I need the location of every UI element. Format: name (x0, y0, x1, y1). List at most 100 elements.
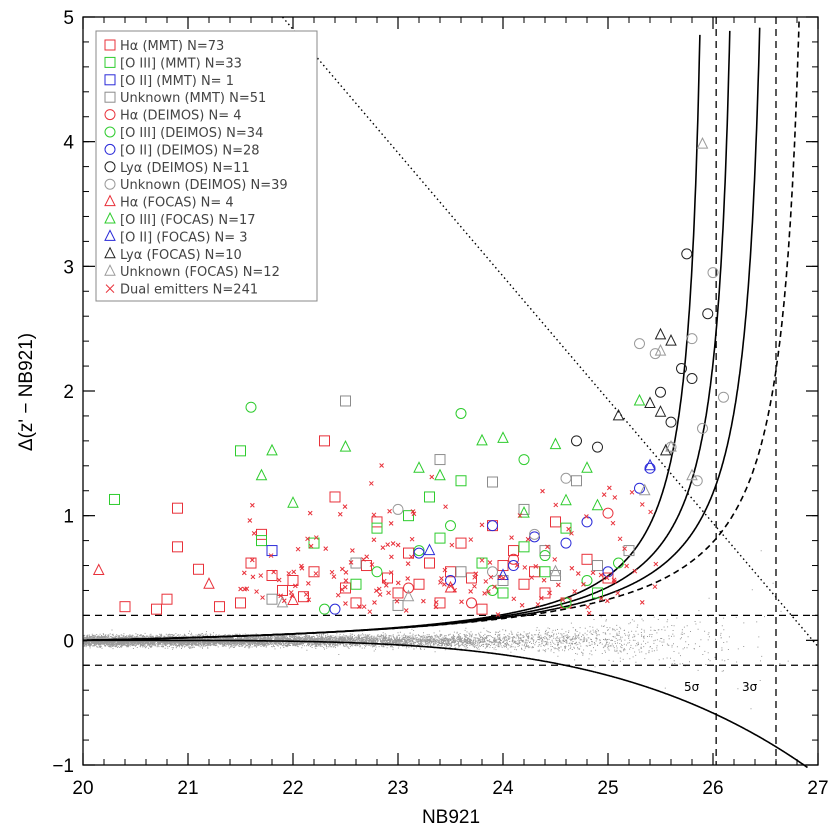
dual-emitter-152 (569, 565, 575, 571)
point-s13-6 (665, 439, 677, 452)
dual-emitter-79 (622, 546, 627, 552)
point-s0-9 (256, 528, 267, 540)
diagonal-dotted-line (281, 16, 819, 648)
legend-label-3: Unknown (MMT) N=51 (120, 91, 266, 106)
point-s10-10 (560, 493, 572, 506)
dual-emitter-6 (339, 587, 345, 592)
point-s3-8 (518, 503, 530, 515)
point-s5-7 (518, 454, 530, 466)
point-s11-1 (497, 568, 509, 581)
dual-emitter-72 (533, 563, 539, 569)
point-s5-0 (245, 401, 257, 413)
dual-emitter-32 (385, 542, 391, 547)
dual-emitter-39 (258, 573, 264, 578)
dual-emitter-111 (367, 609, 373, 615)
dual-emitter-156 (433, 604, 439, 610)
x-tick-label: 23 (387, 778, 408, 799)
point-s0-14 (308, 566, 320, 578)
point-s8-3 (560, 472, 572, 484)
dual-emitter-8 (368, 481, 374, 486)
dual-emitter-139 (242, 586, 248, 592)
dual-emitter-127 (395, 580, 401, 586)
dual-emitter-129 (624, 563, 629, 569)
dual-emitter-91 (547, 590, 552, 596)
legend-label-9: Hα (FOCAS) N= 4 (120, 196, 234, 211)
point-s0-30 (476, 603, 488, 615)
dual-emitter-109 (553, 502, 559, 508)
dual-emitter-130 (343, 578, 349, 583)
dual-emitter-83 (472, 574, 478, 580)
point-s6-4 (508, 560, 519, 572)
dual-emitter-56 (611, 577, 617, 583)
point-s12-3 (659, 443, 672, 456)
point-s13-1 (402, 589, 415, 602)
point-s3-0 (340, 395, 351, 407)
point-s7-5 (681, 248, 693, 260)
point-s5-5 (455, 407, 467, 419)
dual-emitter-75 (604, 598, 610, 604)
point-s6-10 (644, 462, 656, 474)
legend-marker-8 (104, 178, 116, 190)
reference-lines (83, 17, 818, 765)
x-tick-label: 20 (72, 778, 93, 799)
point-s1-7 (424, 491, 435, 503)
dual-emitter-99 (250, 574, 256, 580)
point-s9-1 (203, 577, 215, 589)
dual-emitter-131 (329, 569, 335, 575)
point-s10-1 (266, 443, 278, 456)
point-s4-3 (602, 507, 614, 519)
dual-emitter-48 (313, 535, 319, 540)
point-s1-2 (256, 535, 267, 547)
point-s10-2 (287, 496, 299, 508)
dual-emitter-120 (369, 562, 375, 567)
dual-emitter-70 (249, 557, 255, 563)
point-s3-9 (539, 545, 551, 557)
dual-emitter-81 (473, 571, 479, 577)
dual-emitter-88 (380, 545, 386, 550)
dual-emitter-37 (572, 589, 578, 594)
legend: Hα (MMT) N=73 [O III] (MMT) N=33 [O II] (M… (95, 30, 318, 302)
dual-emitter-158 (586, 610, 592, 616)
point-s0-34 (518, 578, 530, 590)
x-tick-label: 22 (282, 778, 303, 799)
dual-emitter-125 (289, 593, 295, 599)
point-s1-1 (235, 445, 246, 457)
dual-emitter-133 (335, 592, 341, 598)
point-s8-1 (487, 566, 498, 578)
legend-marker-7 (104, 161, 116, 173)
dual-emitter-104 (379, 463, 384, 468)
point-s1-10 (476, 557, 488, 569)
dual-emitter-77 (276, 577, 282, 583)
point-s0-7 (235, 597, 246, 609)
point-s0-20 (371, 516, 383, 528)
point-s9-2 (287, 593, 299, 605)
point-s0-25 (424, 557, 435, 569)
dual-emitter-46 (305, 536, 310, 542)
legend-marker-0 (104, 39, 116, 51)
point-s0-39 (581, 553, 593, 565)
point-s3-11 (571, 475, 582, 487)
dual-emitter-113 (308, 543, 314, 549)
point-s10-11 (581, 461, 593, 473)
dual-emitter-149 (251, 530, 257, 536)
dual-emitter-23 (629, 489, 635, 495)
point-s10-6 (476, 433, 488, 446)
dual-emitter-155 (299, 563, 304, 569)
point-s0-26 (434, 597, 446, 609)
dual-emitter-119 (238, 586, 243, 592)
point-s7-6 (702, 308, 714, 320)
dual-emitter-110 (306, 597, 312, 603)
point-s10-12 (591, 498, 604, 511)
point-s3-1 (266, 593, 278, 605)
x-tick-label: 24 (492, 778, 514, 799)
dual-emitter-78 (509, 535, 514, 540)
dual-emitter-41 (459, 599, 464, 605)
point-s13-7 (686, 468, 698, 481)
dual-emitter-7 (538, 595, 544, 601)
dual-emitter-87 (497, 574, 503, 580)
point-s0-24 (413, 578, 425, 590)
point-s5-2 (371, 566, 383, 578)
point-s0-21 (382, 572, 393, 584)
point-s0-12 (287, 574, 299, 586)
